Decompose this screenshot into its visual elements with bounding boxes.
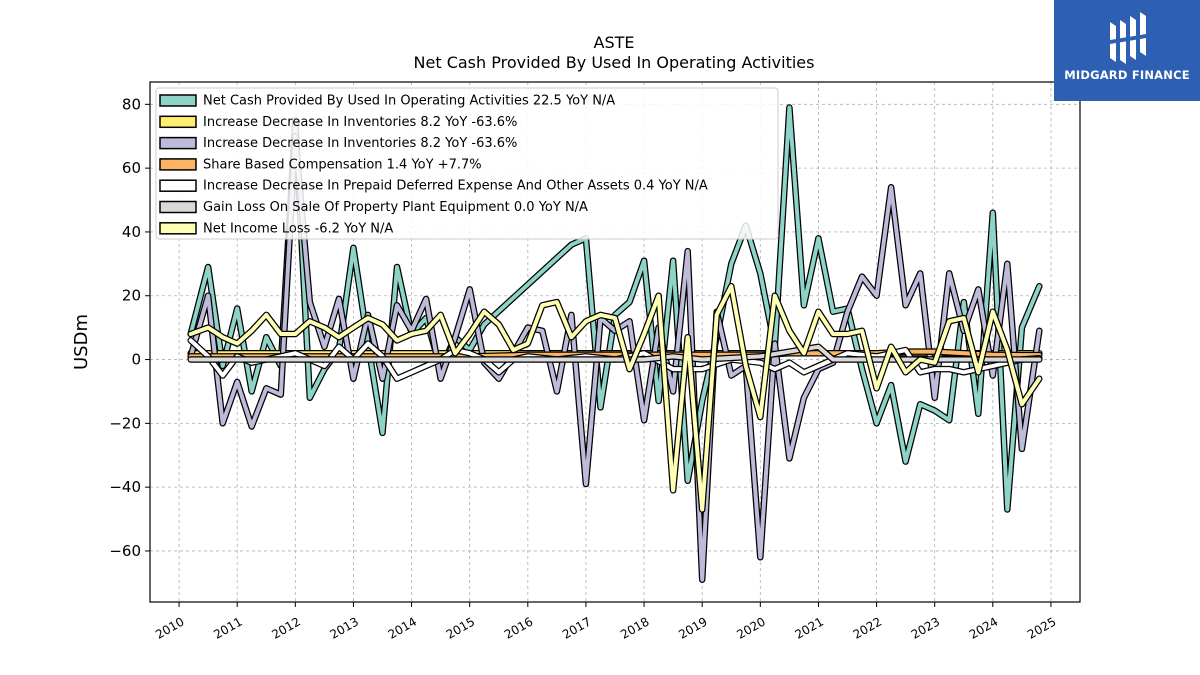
y-tick-label: 80 bbox=[122, 95, 141, 113]
x-tick-label: 2024 bbox=[967, 614, 1000, 641]
x-tick-label: 2017 bbox=[560, 614, 593, 641]
legend-swatch bbox=[159, 222, 197, 235]
x-tick-label: 2021 bbox=[792, 614, 825, 641]
legend-swatch bbox=[159, 115, 197, 129]
legend-label: Net Income Loss -6.2 YoY N/A bbox=[203, 221, 393, 236]
legend-swatch bbox=[159, 158, 197, 171]
chart-title: ASTE bbox=[594, 33, 635, 52]
y-tick-label: −60 bbox=[109, 542, 141, 560]
legend-swatch bbox=[159, 179, 197, 192]
x-tick-label: 2025 bbox=[1025, 614, 1058, 641]
y-tick-label: 40 bbox=[122, 223, 141, 241]
legend-swatch bbox=[159, 94, 197, 107]
x-tick-label: 2016 bbox=[502, 614, 535, 641]
legend-item: Gain Loss On Sale Of Property Plant Equi… bbox=[159, 200, 588, 215]
x-tick-label: 2014 bbox=[386, 614, 419, 641]
x-tick-label: 2022 bbox=[851, 614, 884, 641]
logo-wordmark: MIDGARD FINANCE bbox=[1064, 68, 1190, 82]
midgard-logo-icon bbox=[1110, 12, 1146, 64]
legend-item: Increase Decrease In Inventories 8.2 YoY… bbox=[159, 136, 517, 151]
legend-swatch bbox=[159, 136, 197, 150]
series-0 bbox=[187, 104, 1043, 513]
legend-label: Gain Loss On Sale Of Property Plant Equi… bbox=[203, 200, 588, 215]
chart-subtitle: Net Cash Provided By Used In Operating A… bbox=[414, 53, 815, 72]
x-tick-label: 2019 bbox=[676, 614, 709, 641]
x-tick-label: 2012 bbox=[269, 614, 302, 641]
x-tick-label: 2018 bbox=[618, 614, 651, 641]
plot-frame bbox=[149, 81, 1081, 603]
series-line bbox=[188, 105, 1042, 512]
legend-box bbox=[155, 87, 779, 240]
y-tick-label: 0 bbox=[131, 351, 141, 369]
y-tick-label: −20 bbox=[109, 414, 141, 432]
x-tick-label: 2015 bbox=[444, 614, 477, 641]
legend: Net Cash Provided By Used In Operating A… bbox=[155, 87, 779, 240]
legend-label: Net Cash Provided By Used In Operating A… bbox=[203, 94, 615, 109]
x-tick-label: 2011 bbox=[211, 614, 244, 641]
series-layer bbox=[187, 104, 1043, 583]
y-tick-label: −40 bbox=[109, 478, 141, 496]
legend-item: Net Income Loss -6.2 YoY N/A bbox=[159, 221, 393, 236]
x-tick-label: 2023 bbox=[909, 614, 942, 641]
legend-label: Increase Decrease In Inventories 8.2 YoY… bbox=[203, 115, 517, 130]
legend-item: Share Based Compensation 1.4 YoY +7.7% bbox=[159, 157, 482, 172]
series-2 bbox=[187, 132, 1043, 583]
x-tick-label: 2010 bbox=[153, 614, 186, 641]
y-tick-label: 20 bbox=[122, 287, 141, 305]
series-line bbox=[188, 134, 1042, 582]
series-6 bbox=[187, 282, 1043, 513]
legend-item: Net Cash Provided By Used In Operating A… bbox=[159, 94, 615, 109]
legend-label: Increase Decrease In Prepaid Deferred Ex… bbox=[203, 179, 708, 194]
legend-swatch bbox=[159, 200, 197, 214]
x-tick-label: 2013 bbox=[327, 614, 360, 641]
legend-item: Increase Decrease In Inventories 8.2 YoY… bbox=[159, 115, 517, 130]
legend-label: Increase Decrease In Inventories 8.2 YoY… bbox=[203, 136, 517, 151]
series-line bbox=[188, 284, 1042, 512]
legend-label: Share Based Compensation 1.4 YoY +7.7% bbox=[203, 157, 482, 172]
y-axis-label: USDm bbox=[71, 314, 92, 370]
x-tick-label: 2020 bbox=[734, 614, 767, 641]
legend-item: Increase Decrease In Prepaid Deferred Ex… bbox=[159, 179, 708, 194]
y-tick-label: 60 bbox=[122, 159, 141, 177]
brand-logo: MIDGARD FINANCE bbox=[1054, 0, 1200, 101]
